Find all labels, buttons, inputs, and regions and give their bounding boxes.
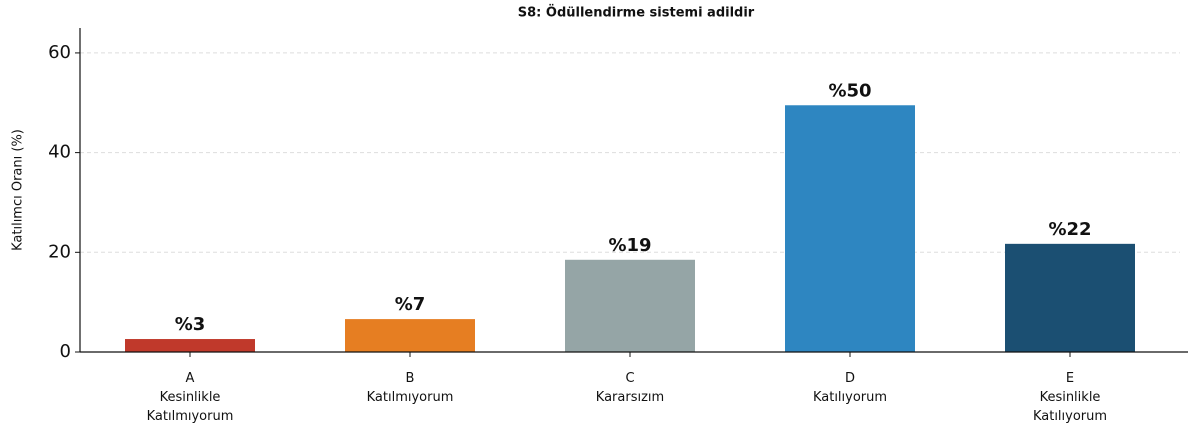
x-tick-label: B Katılmıyorum <box>367 371 454 405</box>
x-tick-label-line: Katılmıyorum <box>367 390 454 405</box>
chart-title: S8: Ödüllendirme sistemi adildir <box>518 5 755 21</box>
bar <box>565 259 695 352</box>
x-tick-label-line: Kesinlikle <box>1040 390 1101 405</box>
bar <box>345 319 475 352</box>
x-tick-label: C Kararsızım <box>596 371 664 405</box>
value-label: %19 <box>608 235 651 256</box>
x-tick-label: D Katılıyorum <box>813 371 887 405</box>
value-label: %7 <box>395 294 426 315</box>
x-tick-label-line: B <box>406 371 415 386</box>
y-tick-label: 0 <box>60 341 71 362</box>
y-tick-label: 60 <box>48 42 71 63</box>
x-tick-label-line: Kararsızım <box>596 390 664 405</box>
y-axis-label: Katılımcı Oranı (%) <box>11 129 26 251</box>
x-tick-label-line: C <box>625 371 634 386</box>
x-tick-label-line: A <box>186 371 195 386</box>
bar <box>1005 243 1135 352</box>
x-tick-label: A Kesinlikle Katılmıyorum <box>147 371 234 424</box>
x-tick-label-line: D <box>845 371 855 386</box>
x-tick-label-line: Katılıyorum <box>1033 409 1107 424</box>
value-label: %22 <box>1048 219 1091 240</box>
x-tick-label-line: Kesinlikle <box>160 390 221 405</box>
value-label: %50 <box>828 80 871 101</box>
x-tick-label-line: Katılıyorum <box>813 390 887 405</box>
y-tick-label: 20 <box>48 241 71 262</box>
value-label: %3 <box>175 314 206 335</box>
x-tick-label: E Kesinlikle Katılıyorum <box>1033 371 1107 424</box>
x-tick-label-line: Katılmıyorum <box>147 409 234 424</box>
y-tick-label: 40 <box>48 142 71 163</box>
bar <box>785 105 915 352</box>
bar <box>125 339 255 352</box>
x-tick-label-line: E <box>1066 371 1074 386</box>
